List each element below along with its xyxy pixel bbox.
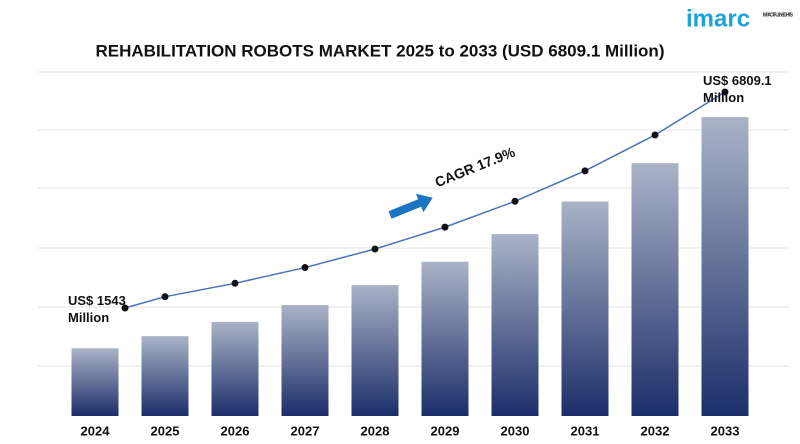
x-tick-label: 2033 bbox=[711, 423, 740, 438]
bar bbox=[631, 163, 679, 416]
trend-point bbox=[511, 197, 519, 205]
bar bbox=[701, 117, 749, 417]
bar bbox=[71, 348, 119, 416]
trend-point bbox=[161, 293, 169, 301]
bar bbox=[141, 336, 189, 416]
bar bbox=[211, 321, 259, 416]
x-tick-label: 2028 bbox=[361, 423, 390, 438]
x-tick-label: 2032 bbox=[641, 423, 670, 438]
trend-point bbox=[231, 279, 239, 287]
logo-name: imarc bbox=[686, 5, 750, 32]
x-tick-label: 2030 bbox=[501, 423, 530, 438]
cagr-annotation: CAGR 17.9% bbox=[433, 143, 518, 190]
x-tick-label: 2024 bbox=[81, 423, 111, 438]
trend-point bbox=[301, 264, 309, 272]
bar bbox=[281, 305, 329, 416]
x-tick-label: 2026 bbox=[221, 423, 250, 438]
bar bbox=[561, 201, 609, 416]
x-tick-label: 2025 bbox=[151, 423, 180, 438]
value-label: US$ 6809.1 Million bbox=[703, 73, 772, 105]
x-tick-label: 2029 bbox=[431, 423, 460, 438]
trend-point bbox=[371, 245, 379, 253]
trend-point bbox=[651, 131, 659, 139]
trend-point bbox=[721, 88, 729, 96]
chart-title: REHABILITATION ROBOTS MARKET 2025 to 203… bbox=[96, 41, 665, 60]
bar bbox=[421, 261, 469, 416]
x-tick-label: 2031 bbox=[571, 423, 600, 438]
bar bbox=[491, 234, 539, 416]
trend-point bbox=[441, 223, 449, 231]
value-label: US$ 1543 Million bbox=[68, 293, 126, 325]
logo-tagline: IMPACTFUL INSIGHTS bbox=[763, 12, 794, 18]
x-tick-label: 2027 bbox=[291, 423, 320, 438]
trend-point bbox=[581, 167, 589, 175]
trend-point bbox=[121, 304, 129, 312]
trend-line bbox=[124, 91, 726, 309]
bar bbox=[351, 285, 399, 416]
cagr-arrow bbox=[388, 193, 433, 219]
